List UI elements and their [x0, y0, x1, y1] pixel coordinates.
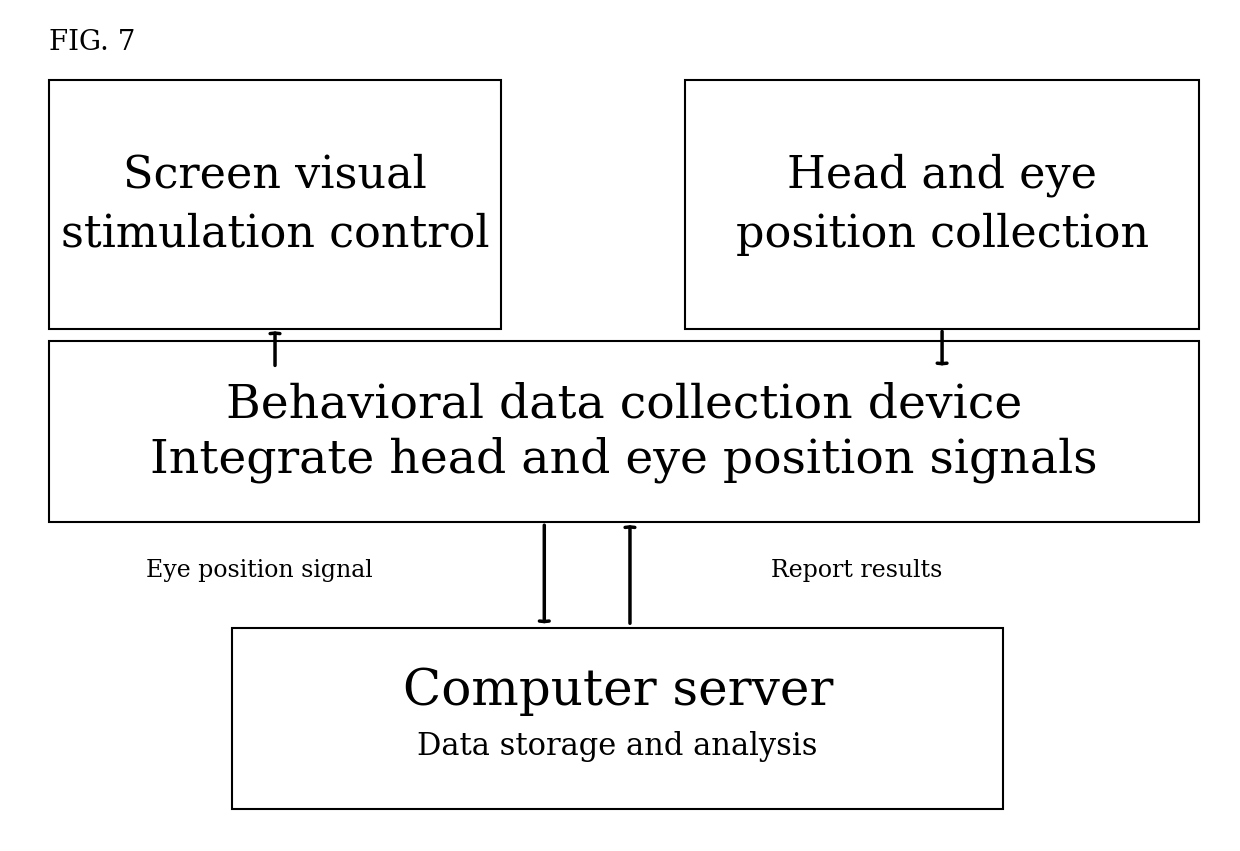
- Bar: [232, 628, 1003, 809]
- Text: Computer server: Computer server: [403, 666, 833, 716]
- Text: Report results: Report results: [771, 559, 942, 582]
- Bar: [684, 80, 1199, 328]
- Text: Eye position signal: Eye position signal: [146, 559, 373, 582]
- Text: Screen visual: Screen visual: [123, 154, 427, 197]
- Text: FIG. 7: FIG. 7: [48, 30, 135, 56]
- Text: stimulation control: stimulation control: [61, 213, 490, 256]
- Text: Behavioral data collection device: Behavioral data collection device: [226, 382, 1022, 427]
- Text: position collection: position collection: [735, 213, 1148, 256]
- Bar: [48, 341, 1199, 523]
- Text: Data storage and analysis: Data storage and analysis: [418, 731, 818, 762]
- Text: Head and eye: Head and eye: [787, 153, 1097, 197]
- Bar: [48, 80, 501, 328]
- Text: Integrate head and eye position signals: Integrate head and eye position signals: [150, 437, 1097, 483]
